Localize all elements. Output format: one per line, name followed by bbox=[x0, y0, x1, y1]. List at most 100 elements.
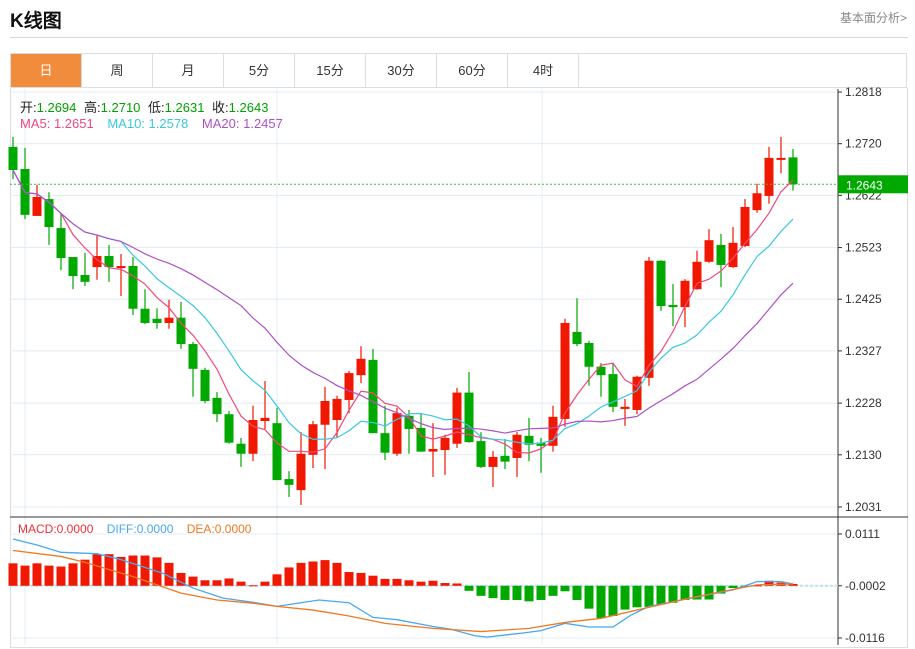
candle-body bbox=[632, 376, 642, 410]
high-label: 高: bbox=[84, 100, 101, 115]
macd-bar bbox=[644, 585, 654, 607]
tab-30min[interactable]: 30分 bbox=[366, 54, 437, 87]
dea-line bbox=[12, 549, 794, 633]
candle-body bbox=[116, 266, 126, 269]
macd-bar bbox=[596, 585, 606, 619]
candle-body bbox=[536, 442, 546, 446]
page-title: K线图 bbox=[10, 11, 62, 32]
macd-bar bbox=[788, 583, 798, 586]
candle-body bbox=[248, 419, 258, 454]
high-value: 1.2710 bbox=[100, 100, 141, 115]
candle-body bbox=[716, 244, 726, 265]
price-tick-label: 1.2130 bbox=[845, 448, 882, 462]
macd-legend-dea: DEA:0.0000 bbox=[186, 522, 252, 536]
close-label: 收: bbox=[212, 100, 229, 115]
macd-bar bbox=[344, 572, 354, 586]
candle-body bbox=[560, 322, 570, 419]
tab-month[interactable]: 月 bbox=[153, 54, 224, 87]
candle-body bbox=[356, 358, 366, 376]
candle-body bbox=[488, 456, 498, 467]
macd-bar bbox=[392, 578, 402, 586]
candle-body bbox=[80, 274, 90, 282]
fundamental-analysis-link[interactable]: 基本面分析> bbox=[839, 11, 907, 25]
macd-bar bbox=[572, 585, 582, 600]
macd-bar bbox=[32, 563, 42, 586]
macd-bar bbox=[92, 554, 102, 586]
macd-bar bbox=[752, 585, 762, 587]
price-tick-label: 1.2818 bbox=[845, 85, 882, 99]
macd-bar bbox=[704, 585, 714, 600]
candle-body bbox=[152, 318, 162, 323]
tab-day[interactable]: 日 bbox=[11, 54, 82, 87]
current-price-badge bbox=[838, 175, 908, 194]
ma5-line bbox=[12, 169, 794, 454]
candle-body bbox=[680, 280, 690, 308]
tab-week[interactable]: 周 bbox=[82, 54, 153, 87]
candle-body bbox=[284, 479, 294, 485]
candle-body bbox=[428, 448, 438, 452]
candle-body bbox=[416, 427, 426, 452]
candle-body bbox=[692, 261, 702, 290]
ma20-line bbox=[12, 169, 794, 434]
macd-bar bbox=[404, 580, 414, 586]
macd-bar bbox=[632, 585, 642, 608]
macd-bar bbox=[620, 585, 630, 610]
candle-body bbox=[524, 435, 534, 445]
candle-body bbox=[584, 343, 594, 367]
tab-15min[interactable]: 15分 bbox=[295, 54, 366, 87]
macd-bar bbox=[44, 565, 54, 586]
candle-body bbox=[32, 196, 42, 216]
candle-body bbox=[392, 413, 402, 454]
tab-5min[interactable]: 5分 bbox=[224, 54, 295, 87]
macd-bar bbox=[524, 585, 534, 602]
ma5-legend: MA5: 1.2651 bbox=[20, 116, 94, 131]
candle-body bbox=[404, 415, 414, 429]
candle-body bbox=[452, 392, 462, 444]
macd-bar bbox=[332, 562, 342, 586]
macd-bar bbox=[236, 581, 246, 586]
macd-bar bbox=[680, 585, 690, 600]
macd-bar bbox=[584, 585, 594, 609]
candle-body bbox=[476, 441, 486, 467]
candle-body bbox=[296, 453, 306, 491]
tab-60min[interactable]: 60分 bbox=[437, 54, 508, 87]
candle-body bbox=[68, 257, 78, 277]
macd-bar bbox=[380, 578, 390, 586]
macd-bar bbox=[128, 555, 138, 586]
candle-body bbox=[500, 455, 510, 462]
candle-body bbox=[272, 423, 282, 481]
macd-tick-label: 0.0111 bbox=[845, 527, 880, 541]
candle-body bbox=[320, 401, 330, 425]
price-tick-label: 1.2228 bbox=[845, 396, 882, 410]
macd-bar bbox=[68, 563, 78, 586]
candle-body bbox=[608, 374, 618, 407]
macd-bar bbox=[8, 563, 18, 586]
ma10-line bbox=[12, 169, 794, 445]
candle-body bbox=[344, 373, 354, 400]
price-tick-label: 1.2523 bbox=[845, 241, 882, 255]
macd-bar bbox=[224, 578, 234, 586]
period-tabs: 日 周 月 5分 15分 30分 60分 4时 bbox=[10, 53, 907, 88]
macd-bar bbox=[488, 585, 498, 599]
candle-body bbox=[260, 417, 270, 422]
macd-bar bbox=[308, 561, 318, 586]
candle-body bbox=[656, 260, 666, 307]
macd-bar bbox=[728, 585, 738, 589]
candle-body bbox=[188, 344, 198, 369]
candle-body bbox=[44, 199, 54, 227]
macd-bar bbox=[212, 580, 222, 586]
macd-bar bbox=[500, 585, 510, 600]
price-tick-label: 1.2327 bbox=[845, 344, 882, 358]
macd-bar bbox=[464, 585, 474, 591]
tab-4hour[interactable]: 4时 bbox=[508, 54, 579, 87]
macd-tick-label: -0.0002 bbox=[845, 579, 886, 593]
ma-legend: MA5: 1.2651 MA10: 1.2578 MA20: 1.2457 bbox=[20, 116, 287, 131]
macd-bar bbox=[716, 585, 726, 594]
candle-body bbox=[164, 317, 174, 323]
low-value: 1.2631 bbox=[164, 100, 205, 115]
candle-body bbox=[728, 242, 738, 268]
candle-body bbox=[200, 369, 210, 402]
macd-bar bbox=[80, 559, 90, 586]
macd-bar bbox=[188, 576, 198, 586]
